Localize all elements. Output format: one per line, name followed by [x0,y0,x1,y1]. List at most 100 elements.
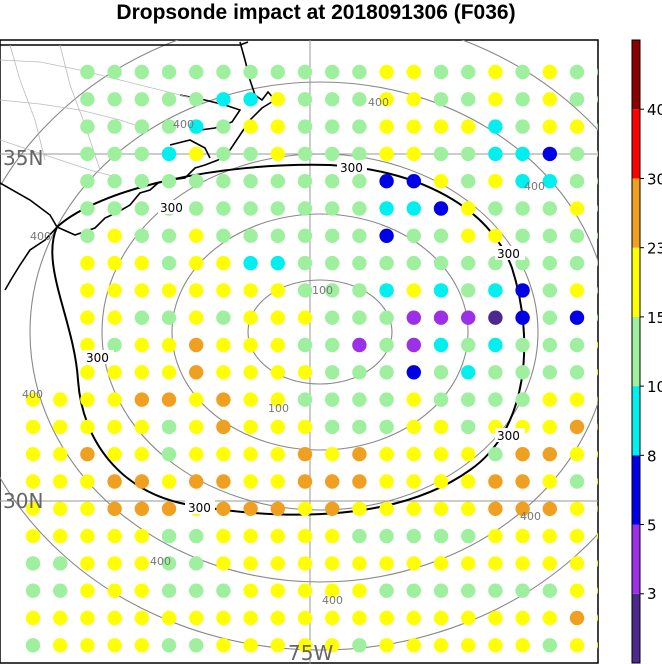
impact-dot [542,365,557,380]
impact-dot [569,255,585,271]
colorbar-label: 8 [647,447,657,465]
impact-dot [134,365,149,380]
impact-dot [134,337,149,353]
impact-dot [297,255,313,271]
impact-dot [488,501,503,516]
impact-dot [325,174,340,189]
impact-dot [569,419,585,435]
impact-dot [433,610,449,626]
impact-dot [461,365,476,380]
impact-dot [406,283,421,298]
colorbar-labels: 3 5 8 10 15 23 30 40 [640,101,662,603]
impact-dot [461,610,476,626]
impact-dot [379,337,394,353]
impact-dot [161,228,177,243]
impact-dot [651,556,662,570]
impact-dot [352,174,367,189]
impact-dot [189,92,204,107]
impact-dot [352,119,367,134]
impact-dot [542,610,557,626]
impact-dot [542,146,557,162]
impact-dot [406,337,421,353]
impact-dot [488,146,503,162]
impact-dot [134,583,149,598]
impact-dot [515,583,530,598]
impact-dot [515,283,530,298]
impact-dot [107,556,122,571]
impact-dot [515,146,530,162]
impact-dot [406,146,421,162]
impact-dot [216,174,231,189]
impact-dot [189,610,204,626]
impact-dot [80,174,95,189]
impact-dot [406,119,421,134]
impact-dot [216,392,231,407]
impact-dot [433,92,449,107]
impact-dot [542,392,557,407]
range-ring-3 [101,153,539,511]
impact-dot [243,610,258,626]
impact-dot [189,583,204,598]
impact-dot [134,201,149,216]
impact-dot [53,474,68,489]
impact-dot [216,283,231,298]
impact-dot [270,283,285,298]
impact-dot [161,174,177,189]
impact-dot [379,119,394,134]
impact-dot [243,638,258,653]
impact-dot [515,92,530,107]
impact-dot [270,310,285,325]
map-title: Dropsonde impact at 2018091306 (F036) [116,1,516,24]
impact-dot [406,556,421,571]
impact-dot [297,174,313,189]
contour-300-label-3: 300 [497,247,520,261]
impact-dot [134,174,149,189]
impact-dot [352,583,367,598]
impact-dot [352,474,367,489]
impact-dot [189,556,204,571]
impact-dot [161,528,177,544]
impact-dot [243,583,258,598]
impact-dot [569,610,585,626]
impact-dot [189,365,204,380]
impact-dot [488,556,503,571]
impact-dot [597,150,598,158]
colorbar-label: 15 [647,309,662,327]
impact-dot [651,65,662,79]
impact-dot [597,505,598,513]
impact-dot [189,310,204,325]
impact-dot [379,419,394,435]
impact-dot [406,447,421,462]
impact-dot [134,146,149,162]
impact-dot [461,638,476,653]
ring-label-0: 100 [312,284,333,297]
impact-dot [270,583,285,598]
colorbar-label: 40 [647,101,662,119]
impact-dot [515,556,530,571]
impact-dot [325,64,340,80]
impact-dot [433,556,449,571]
impact-dot [569,119,585,134]
impact-dot [134,255,149,271]
impact-dot [569,583,585,598]
impact-dot [569,310,585,325]
impact-dot [597,314,598,322]
impact-dot [297,201,313,216]
lat-label-35n: 35N [3,146,43,170]
impact-dot [53,447,68,462]
impact-dot [542,419,557,435]
impact-dot [325,228,340,243]
impact-dot [297,392,313,407]
state-borders [0,44,201,179]
impact-dot [161,283,177,298]
impact-dot [216,583,231,598]
impact-dot [243,283,258,298]
impact-dot [107,610,122,626]
impact-dot [297,638,313,653]
impact-dot [297,228,313,243]
impact-dot [161,119,177,134]
impact-dot [433,365,449,380]
impact-dot [488,310,503,325]
impact-dot [161,92,177,107]
